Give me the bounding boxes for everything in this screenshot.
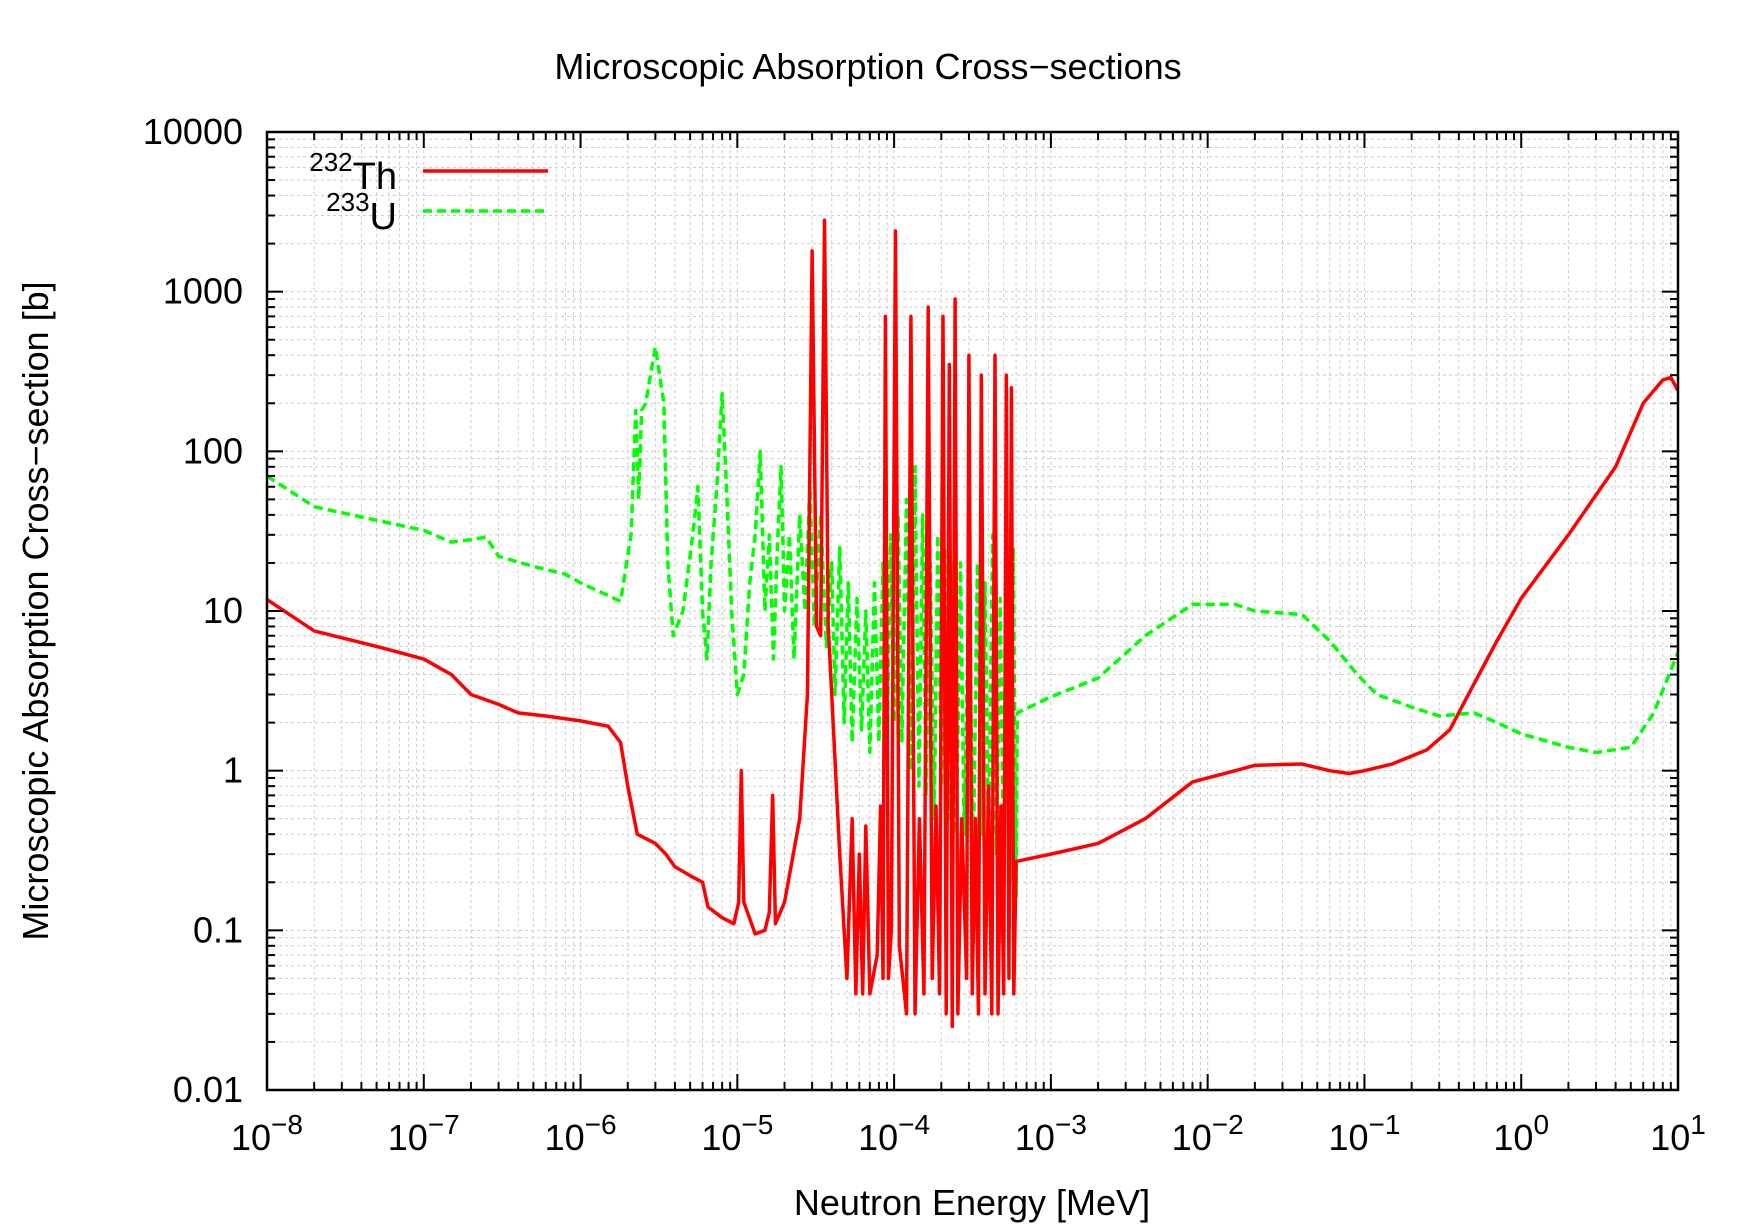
y-tick-labels: 0.01 0.1 1 10 100 1000 10000	[143, 111, 243, 1110]
x-tick-label: 100	[1493, 1109, 1549, 1158]
x-tick-label: 10−6	[545, 1109, 617, 1158]
series-line-u	[267, 345, 1678, 900]
x-tick-label: 10−8	[231, 1109, 303, 1158]
x-tick-label: 10−4	[858, 1109, 930, 1158]
x-tick-label: 10−7	[388, 1109, 460, 1158]
y-tick-label: 10000	[143, 111, 243, 152]
y-tick-label: 0.01	[173, 1069, 243, 1110]
y-tick-label: 1	[223, 750, 243, 791]
y-tick-label: 100	[183, 430, 243, 471]
y-tick-label: 1000	[163, 271, 243, 312]
y-tick-label: 0.1	[193, 909, 243, 950]
tick-layer	[266, 131, 1679, 1091]
x-tick-label: 10−2	[1172, 1109, 1244, 1158]
x-axis-label: Neutron Energy [MeV]	[794, 1182, 1150, 1223]
series-line-th	[267, 218, 1678, 1029]
chart-title: Microscopic Absorption Cross−sections	[554, 46, 1181, 87]
legend-label-th: 232Th	[309, 147, 397, 198]
x-tick-labels: 10−8 10−7 10−6 10−5 10−4 10−3 10−2 10−1 100 101	[231, 1109, 1706, 1158]
series-layer	[267, 218, 1678, 1029]
x-tick-label: 101	[1650, 1109, 1706, 1158]
y-axis-label: Microscopic Absorption Cross−section [b]	[15, 281, 56, 940]
legend-label-u: 233U	[326, 187, 397, 238]
x-tick-label: 10−1	[1328, 1109, 1400, 1158]
x-tick-label: 10−5	[701, 1109, 773, 1158]
x-tick-label: 10−3	[1015, 1109, 1087, 1158]
y-tick-label: 10	[203, 590, 243, 631]
